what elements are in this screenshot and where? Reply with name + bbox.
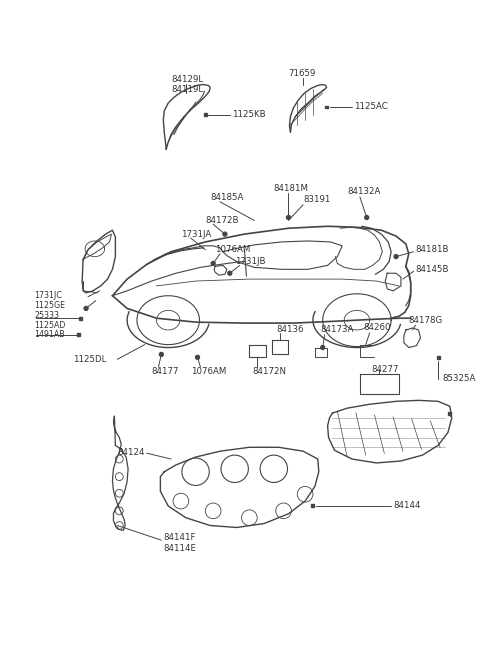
Text: 85325A: 85325A [442, 375, 475, 383]
Circle shape [211, 261, 215, 265]
Text: 84173A: 84173A [321, 326, 354, 335]
Circle shape [228, 271, 232, 275]
Text: 84178G: 84178G [409, 316, 443, 325]
Text: 84141F: 84141F [163, 533, 196, 542]
Text: 84277: 84277 [372, 365, 399, 373]
Text: 84129L: 84129L [171, 75, 203, 84]
Text: 83191: 83191 [303, 195, 331, 204]
Text: 1731JC: 1731JC [34, 291, 62, 300]
Text: 84181B: 84181B [416, 245, 449, 254]
Bar [77, 333, 80, 336]
Text: 84181M: 84181M [274, 183, 309, 193]
Text: 1491AB: 1491AB [34, 330, 65, 339]
Text: 84172N: 84172N [252, 367, 286, 375]
Circle shape [365, 215, 369, 219]
Text: 1125GE: 1125GE [34, 301, 65, 310]
Circle shape [195, 356, 200, 360]
Bar [325, 105, 328, 109]
Text: 84260: 84260 [364, 324, 391, 333]
Text: 84114E: 84114E [163, 544, 196, 553]
Text: 1731JA: 1731JA [181, 230, 211, 238]
Text: 84185A: 84185A [210, 193, 244, 202]
Bar [448, 411, 451, 415]
Circle shape [287, 215, 290, 219]
Text: 1076AM: 1076AM [191, 367, 226, 375]
Text: 84145B: 84145B [416, 265, 449, 274]
Text: 1125AC: 1125AC [354, 102, 388, 111]
Circle shape [84, 307, 88, 310]
Bar [312, 504, 314, 508]
Text: 84144: 84144 [393, 502, 420, 510]
Circle shape [321, 346, 324, 350]
Text: 1731JB: 1731JB [235, 257, 265, 266]
Bar [204, 113, 207, 117]
Circle shape [223, 232, 227, 236]
Text: 71659: 71659 [288, 69, 316, 78]
Text: 1125DL: 1125DL [73, 355, 107, 364]
Text: 84177: 84177 [152, 367, 179, 375]
Text: 25333: 25333 [34, 310, 59, 320]
Circle shape [159, 352, 163, 356]
Text: 1076AM: 1076AM [215, 245, 251, 254]
Bar [211, 457, 229, 479]
Bar [79, 317, 82, 320]
Text: 84132A: 84132A [347, 187, 381, 196]
Circle shape [394, 255, 398, 259]
Text: 1125KB: 1125KB [232, 110, 265, 119]
Text: 1125AD: 1125AD [34, 320, 66, 329]
Bar [437, 356, 440, 359]
Text: 84124: 84124 [117, 447, 145, 457]
Text: 84172B: 84172B [205, 216, 239, 225]
Text: 84136: 84136 [277, 326, 304, 335]
Text: 84119L: 84119L [171, 85, 203, 94]
Bar [250, 455, 267, 477]
